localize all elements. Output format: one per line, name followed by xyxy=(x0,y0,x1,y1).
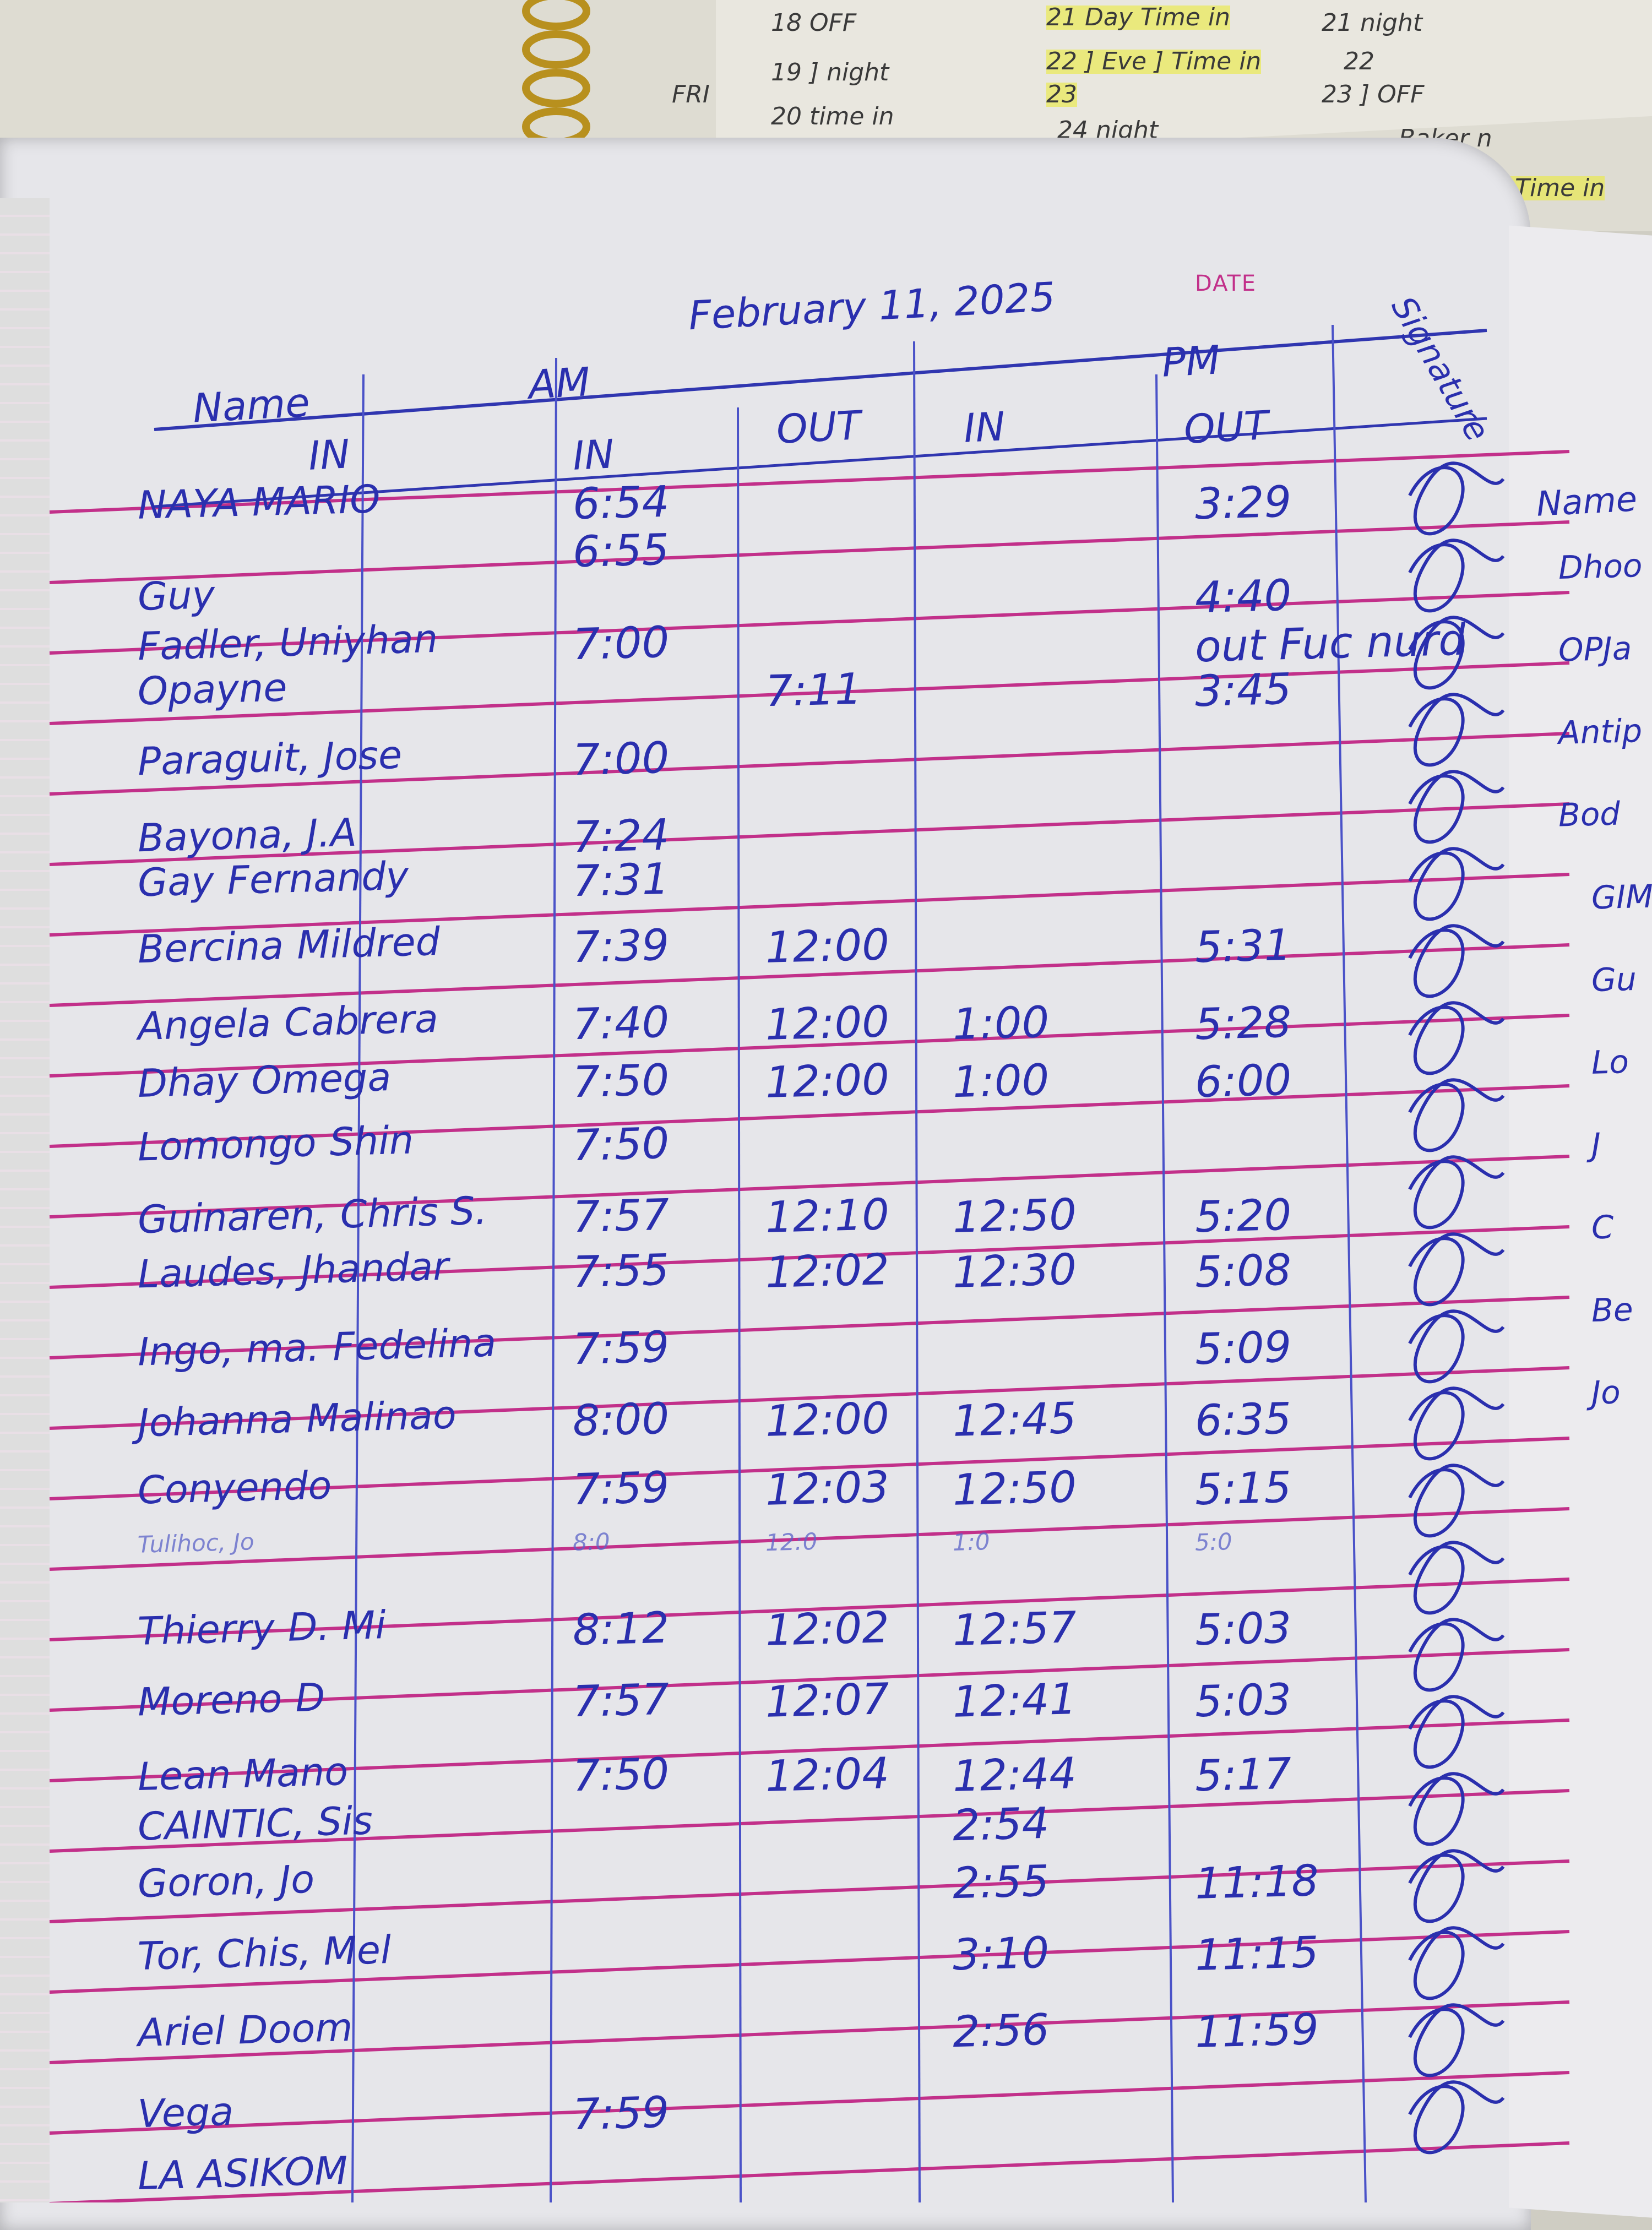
planner-entry: 23 ] OFF xyxy=(1322,80,1425,108)
ruled-line xyxy=(49,591,1570,655)
signature-scribble xyxy=(1408,1926,1505,2000)
ruled-line xyxy=(49,802,1570,866)
ruled-line xyxy=(49,1578,1570,1641)
signature-scribble xyxy=(1408,1386,1505,1461)
ruled-line xyxy=(49,1859,1570,1923)
signature-scribble xyxy=(1408,616,1505,690)
ruled-line xyxy=(49,1366,1570,1430)
ruled-line xyxy=(49,661,1570,725)
ruled-line xyxy=(49,1437,1570,1500)
logbook-page xyxy=(0,138,1531,2230)
signature-scribble xyxy=(1408,1001,1505,1075)
ruled-line xyxy=(49,1014,1570,1078)
signature-scribble xyxy=(1408,1618,1505,1692)
column-rule xyxy=(737,407,742,2202)
planner-entry: 21 Day Time in xyxy=(1046,3,1230,31)
spiral-binding xyxy=(522,0,590,146)
ruled-line xyxy=(49,520,1570,584)
date-label: DATE xyxy=(1195,271,1257,296)
signature-scribble xyxy=(1408,461,1505,536)
ruled-line xyxy=(49,2000,1570,2064)
planner-entry: 23 xyxy=(1046,80,1077,108)
ruled-line xyxy=(49,943,1570,1007)
ruled-line xyxy=(49,1296,1570,1359)
ruled-line xyxy=(49,1648,1570,1712)
signature-scribble xyxy=(1408,2003,1505,2077)
signature-scribble xyxy=(1408,1541,1505,1615)
planner-entry: 20 time in xyxy=(771,102,894,130)
ruled-line xyxy=(49,732,1570,796)
ruled-line xyxy=(49,873,1570,937)
signature-scribble xyxy=(1408,1695,1505,1769)
page-edges xyxy=(0,198,50,2202)
signature-scribble xyxy=(1408,770,1505,844)
ruled-line xyxy=(49,450,1570,514)
ruled-line xyxy=(49,1718,1570,1782)
signature-scribble xyxy=(1408,1309,1505,1384)
ruled-line xyxy=(49,1084,1570,1148)
signature-scribble xyxy=(1408,693,1505,767)
signature-scribble xyxy=(1408,847,1505,921)
planner-entry: 22 ] Eve ] Time in xyxy=(1046,47,1262,75)
column-rule xyxy=(1155,374,1174,2202)
signature-scribble xyxy=(1408,1232,1505,1307)
header-rule xyxy=(154,417,1487,508)
column-rule xyxy=(913,341,921,2202)
ruled-line xyxy=(49,1155,1570,1219)
ruled-line xyxy=(49,1930,1570,1994)
planner-entry: 21 night xyxy=(1322,9,1423,37)
signature-scribble xyxy=(1408,924,1505,998)
signature-scribble xyxy=(1408,1078,1505,1152)
planner-day-label: FRI xyxy=(672,80,710,108)
column-rule xyxy=(351,374,365,2202)
column-rule xyxy=(1332,324,1367,2202)
planner-entry: 18 OFF xyxy=(771,9,857,37)
planner-entry: 19 ] night xyxy=(771,58,889,86)
header-rule xyxy=(154,329,1487,431)
ruled-line xyxy=(49,2141,1570,2202)
ruled-line xyxy=(49,2071,1570,2135)
ruled-line xyxy=(49,1507,1570,1571)
signature-scribble xyxy=(1408,1155,1505,1230)
signature-scribble xyxy=(1408,539,1505,613)
signature-scribble xyxy=(1408,1772,1505,1846)
ruled-line xyxy=(49,1789,1570,1853)
column-rule xyxy=(550,357,557,2202)
signature-scribble xyxy=(1408,1464,1505,1538)
signature-scribble xyxy=(1408,1849,1505,1923)
signature-scribble xyxy=(1408,2080,1505,2155)
planner-entry: 22 xyxy=(1344,47,1374,75)
ruled-line xyxy=(49,1225,1570,1289)
